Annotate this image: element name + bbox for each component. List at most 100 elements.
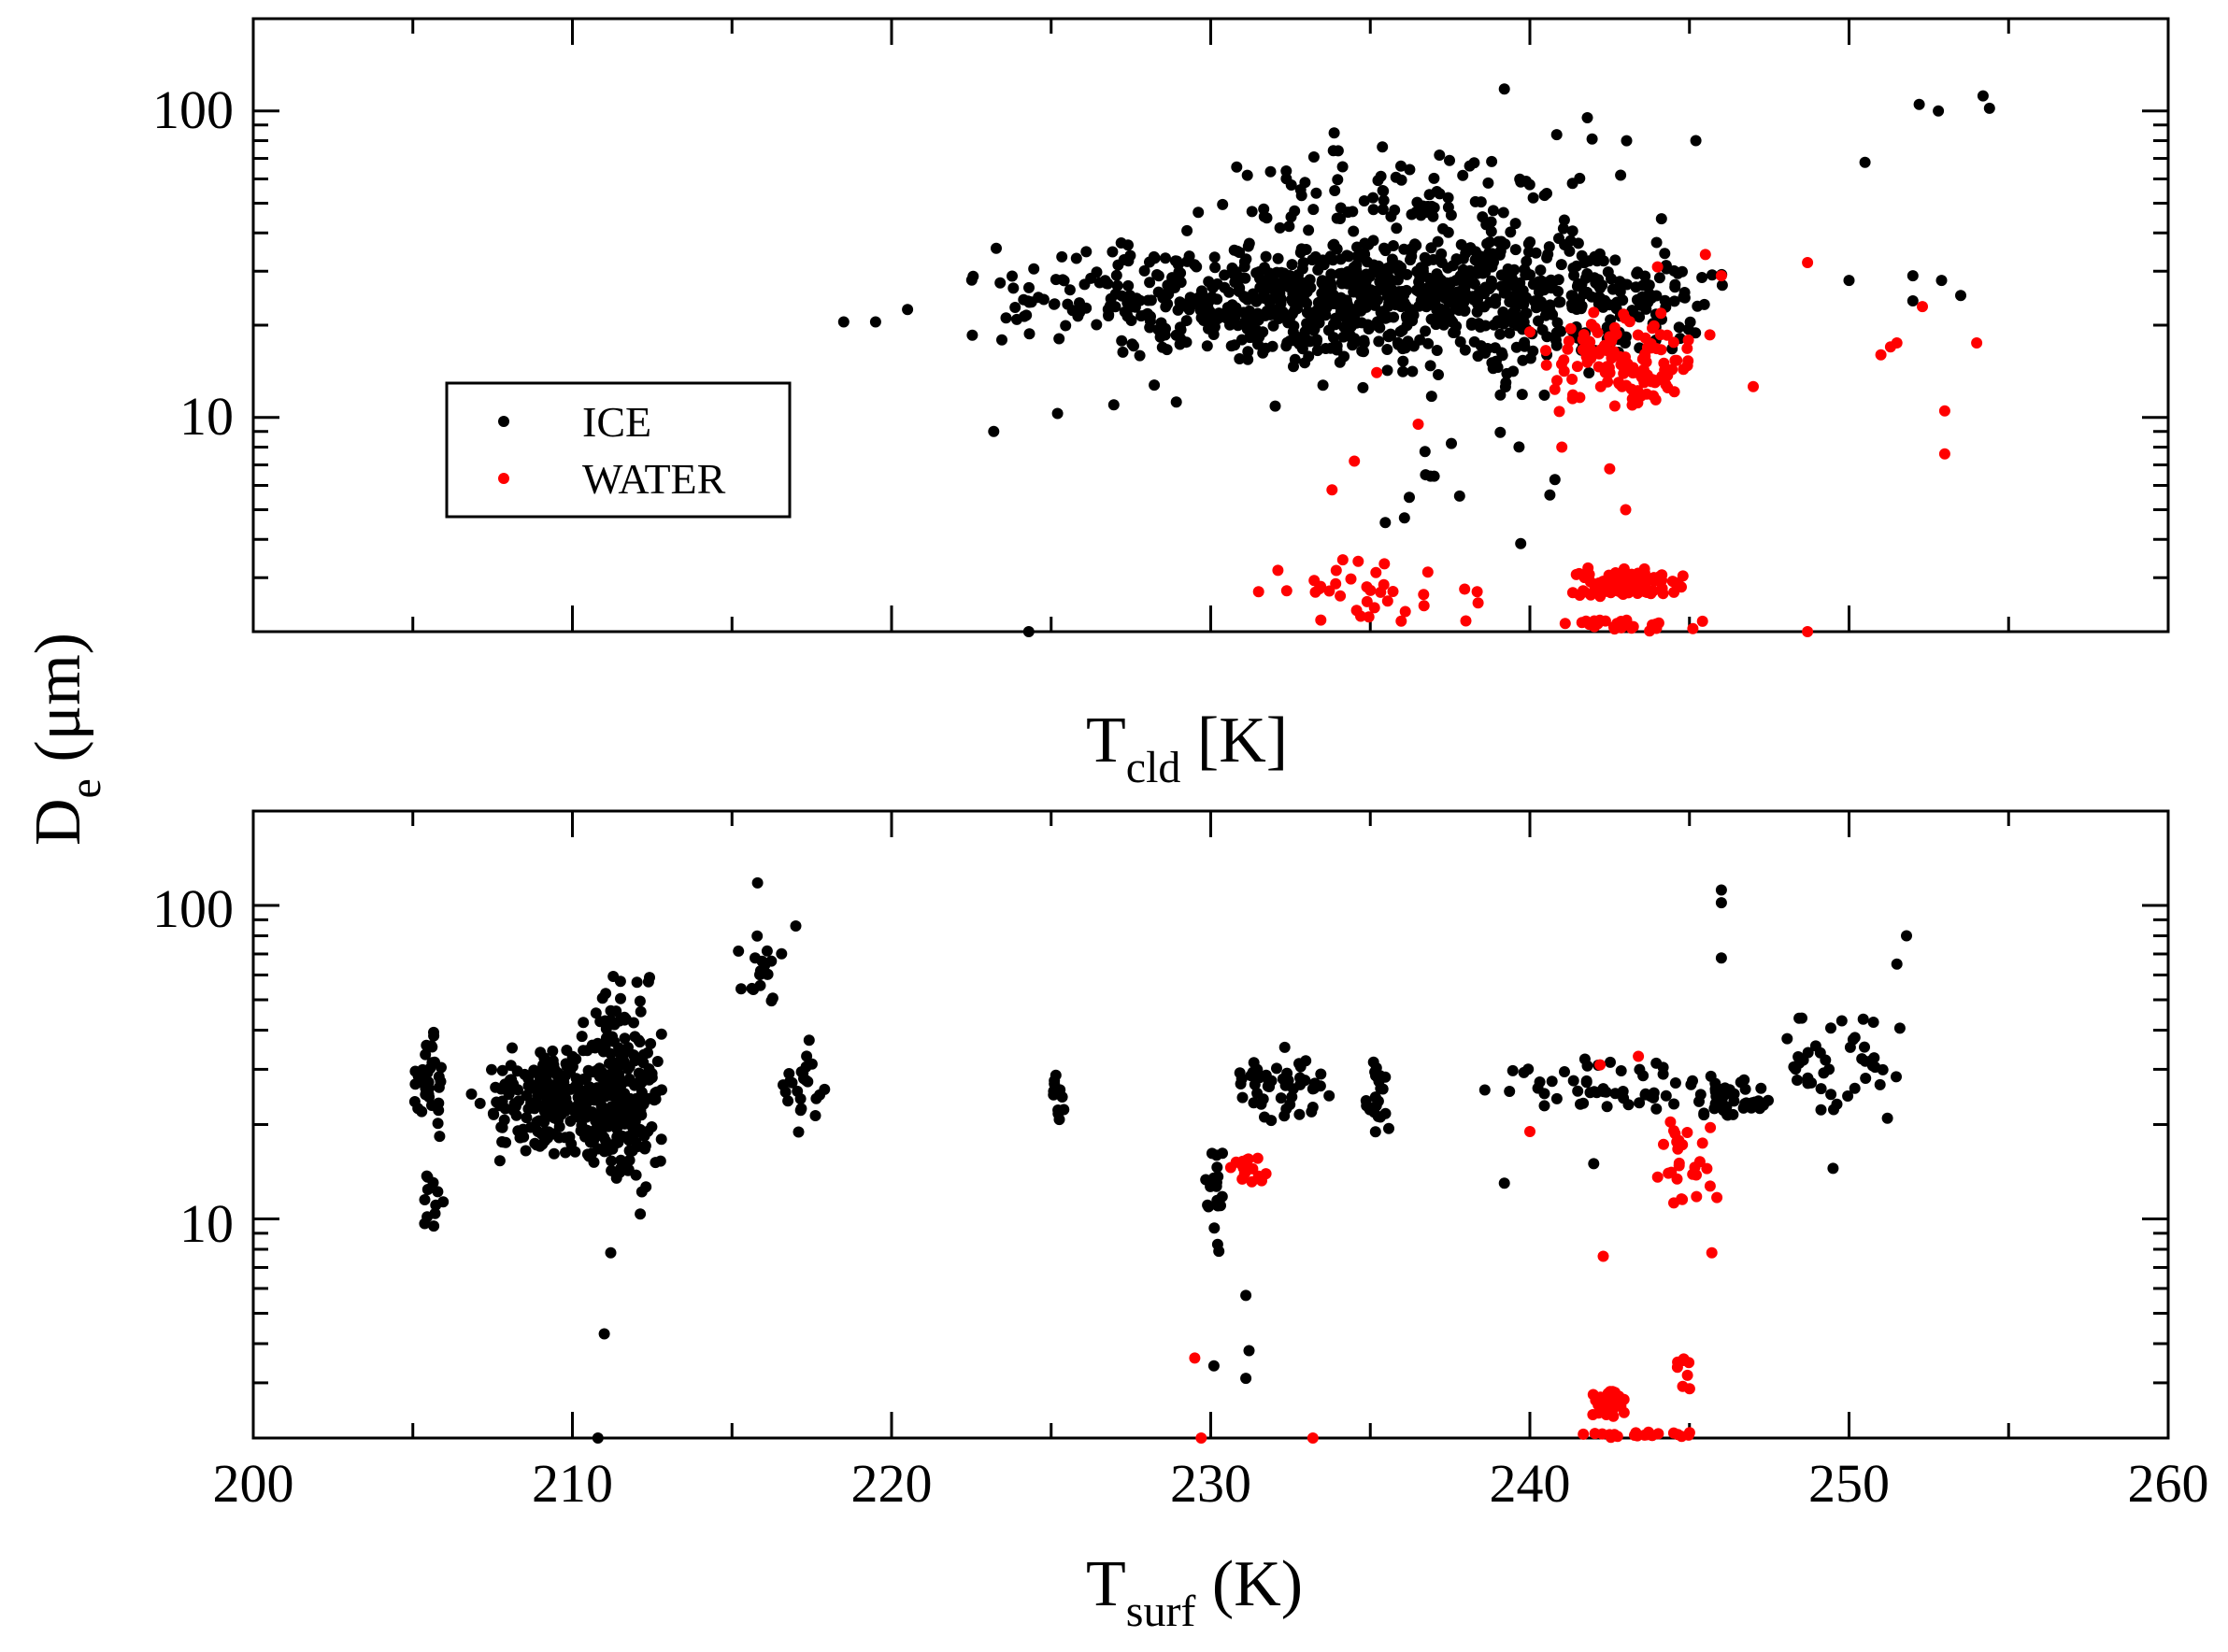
top-ice-point-1121 <box>1385 210 1397 222</box>
legend-marker-ice <box>498 416 509 427</box>
top-water-point-278 <box>1349 455 1361 467</box>
top-water-point-91 <box>1639 332 1651 344</box>
bottom-ice-point-798 <box>751 876 764 889</box>
top-ice-point-924 <box>1300 333 1311 345</box>
top-ice-point-1122 <box>1550 129 1563 141</box>
top-water-point-249 <box>1381 595 1393 607</box>
top-water-point-106 <box>1658 357 1670 369</box>
top-ice-point-462 <box>1022 295 1034 307</box>
top-ice-point-1159 <box>1907 270 1919 282</box>
top-ice-point-1142 <box>1428 470 1440 482</box>
top-ice-point-837 <box>1242 240 1254 252</box>
top-ice-point-812 <box>1149 379 1161 392</box>
bottom-ice-point-768 <box>1842 1090 1854 1102</box>
bottom-water-point-48 <box>1587 1409 1599 1420</box>
top-ice-point-790 <box>1414 334 1426 346</box>
top-ice-point-873 <box>1369 293 1381 306</box>
bottom-ice-point-482 <box>631 976 643 989</box>
bottom-ice-point-506 <box>604 1058 615 1070</box>
top-ice-point-489 <box>1144 277 1156 289</box>
bottom-ice-point-788 <box>1820 1054 1832 1066</box>
top-ice-point-1161 <box>1955 290 1966 302</box>
top-water-point-290 <box>1802 257 1814 268</box>
bottom-ice-point-751 <box>1893 1022 1906 1034</box>
bottom-water-point-73 <box>1596 1428 1608 1440</box>
top-water-point-255 <box>1471 586 1483 598</box>
bottom-ice-point-740 <box>1710 1101 1721 1113</box>
top-ice-point-997 <box>1547 308 1559 320</box>
top-ice-point-982 <box>1558 214 1570 226</box>
top-ice-point-858 <box>1206 291 1218 303</box>
top-ice-point-1146 <box>902 304 914 316</box>
top-ice-point-1072 <box>1332 174 1344 186</box>
bottom-ice-point-596 <box>1248 1057 1260 1069</box>
top-water-point-76 <box>1566 373 1578 385</box>
bottom-ice-point-302 <box>538 1116 550 1128</box>
bottom-ice-point-781 <box>1877 1063 1889 1075</box>
top-ice-point-869 <box>1511 320 1523 332</box>
bottom-ice-point-47 <box>419 1194 431 1205</box>
top-water-point-47 <box>1566 392 1578 405</box>
bottom-ice-point-745 <box>1727 1108 1739 1120</box>
top-ice-point-864 <box>1541 331 1553 343</box>
bottom-ice-point-552 <box>782 1095 794 1107</box>
top-ice-point-149 <box>1056 250 1068 263</box>
top-water-point-9 <box>1540 359 1552 371</box>
top-ice-point-874 <box>1391 222 1403 235</box>
bottom-ice-point-567 <box>1052 1084 1064 1096</box>
top-ice-point-1026 <box>1126 338 1138 350</box>
top-ice-point-1105 <box>1377 141 1389 153</box>
bottom-ice-point-282 <box>506 1074 518 1086</box>
top-ice-point-615 <box>1650 290 1663 302</box>
bottom-ice-point-311 <box>547 1045 559 1057</box>
top-ice-point-1137 <box>1453 490 1465 502</box>
top-water-point-113 <box>1585 352 1597 364</box>
bottom-ice-point-504 <box>605 1015 617 1026</box>
bottom-water-point-79 <box>1630 1427 1642 1439</box>
top-ice-point-993 <box>1459 344 1471 356</box>
bottom-ice-point-617 <box>1257 1093 1269 1105</box>
bottom-ice-point-572 <box>1208 1222 1221 1234</box>
bottom-ice-point-786 <box>1815 1104 1827 1116</box>
bottom-ice-point-350 <box>573 1102 584 1114</box>
top-water-point-286 <box>1651 261 1664 273</box>
bottom-ice-point-122 <box>474 1097 486 1109</box>
top-water-point-289 <box>1748 380 1759 392</box>
top-water-point-274 <box>1472 597 1484 609</box>
bottom-ice-point-757 <box>1891 1071 1902 1083</box>
bottom-water-point-17 <box>1242 1153 1254 1165</box>
top-ice-point-55 <box>1420 325 1432 337</box>
bottom-ice-point-337 <box>505 1060 517 1072</box>
top-water-point-32 <box>1540 345 1551 357</box>
bottom-water-point-100 <box>1664 1116 1677 1128</box>
top-water-point-198 <box>1600 585 1612 597</box>
top-ice-point-899 <box>1107 399 1120 411</box>
top-water-point-254 <box>1272 564 1284 577</box>
bottom-ice-point-790 <box>1788 1061 1800 1073</box>
bottom-ice-point-347 <box>539 1134 551 1146</box>
top-ice-point-1065 <box>1434 150 1446 161</box>
bottom-x-tick-label-210: 210 <box>532 1453 613 1514</box>
top-water-point-29 <box>1655 307 1667 320</box>
top-water-point-270 <box>1418 600 1430 612</box>
top-ice-point-1099 <box>1285 211 1297 223</box>
bottom-ice-point-566 <box>1050 1069 1062 1081</box>
top-ice-point-413 <box>1122 279 1135 292</box>
top-ice-point-1079 <box>1523 178 1535 191</box>
bottom-ice-point-494 <box>636 1109 648 1121</box>
top-ice-point-691 <box>1312 296 1324 308</box>
top-ice-point-1103 <box>1538 190 1550 202</box>
bottom-water-point-56 <box>1603 1394 1615 1406</box>
bottom-ice-point-440 <box>634 1080 646 1092</box>
top-water-point-263 <box>1355 610 1366 622</box>
top-ice-point-257 <box>1009 302 1021 313</box>
top-ice-point-222 <box>1378 242 1390 254</box>
bottom-x-tick-label-250: 250 <box>1808 1453 1890 1514</box>
bottom-ice-point-528 <box>765 995 778 1007</box>
top-water-point-298 <box>1971 337 1983 349</box>
top-water-point-100 <box>1553 406 1565 418</box>
bottom-ice-point-240 <box>507 1104 520 1117</box>
top-ice-point-1156 <box>1977 90 1989 102</box>
bottom-water-point-119 <box>1524 1126 1535 1137</box>
top-ice-point-987 <box>1593 248 1606 260</box>
